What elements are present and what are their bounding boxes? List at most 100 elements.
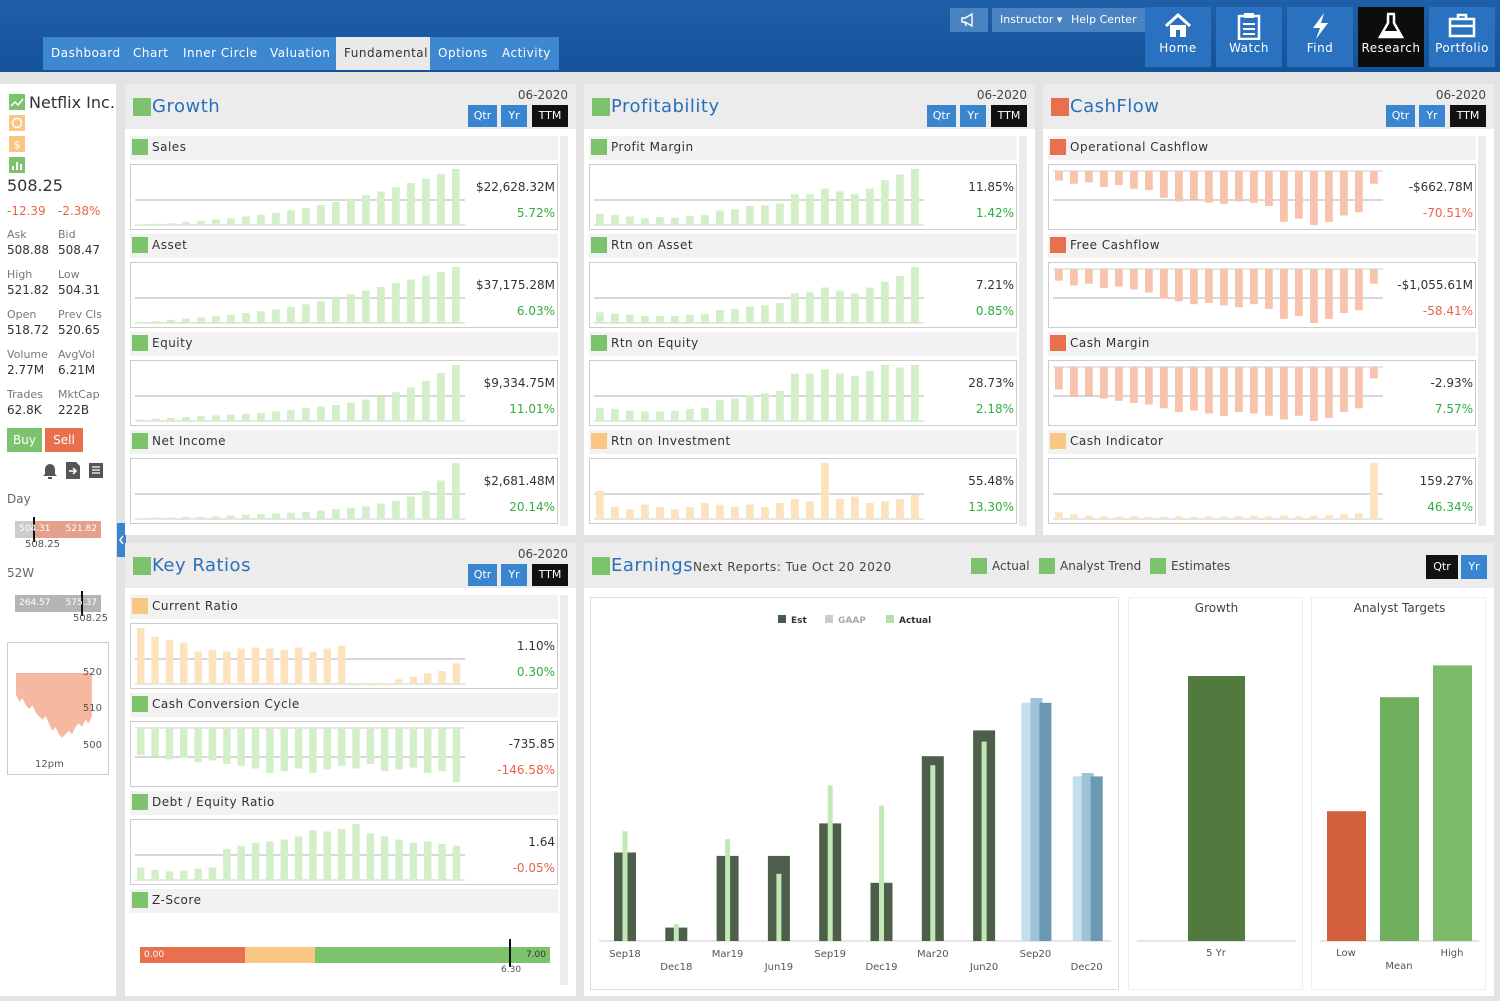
earnings-qtr-button[interactable]: Qtr [1426, 555, 1458, 579]
metric-cash-margin-chart[interactable] [1048, 360, 1476, 426]
metric-equity-header[interactable]: Equity [130, 332, 558, 356]
metric-rtn-on-equity-bar [866, 371, 874, 421]
key_ratios-ttm-button[interactable]: TTM [532, 564, 568, 586]
metric-operational-cashflow-header[interactable]: Operational Cashflow [1048, 136, 1476, 160]
cashflow-scrollbar[interactable] [1478, 136, 1486, 526]
profitability-ttm-button[interactable]: TTM [991, 105, 1027, 127]
metric-asset-header[interactable]: Asset [130, 234, 558, 258]
metric-rtn-on-equity-chart[interactable] [589, 360, 1017, 426]
caret-down-icon: ▾ [1056, 13, 1063, 26]
profitability-scrollbar[interactable] [1019, 136, 1027, 526]
metric-profit-margin-bar [761, 205, 769, 225]
notebook-icon[interactable] [88, 462, 104, 479]
metric-rtn-on-equity-bar [911, 365, 919, 421]
key_ratios-yr-button[interactable]: Yr [501, 564, 527, 586]
metric-rtn-on-asset-bar [746, 306, 754, 323]
cashflow-yr-button[interactable]: Yr [1419, 105, 1445, 127]
profitability-yr-button[interactable]: Yr [960, 105, 986, 127]
metric-cash-conversion-cycle-header[interactable]: Cash Conversion Cycle [130, 693, 558, 717]
growth-scrollbar[interactable] [560, 136, 568, 526]
metric-debt-equity-ratio-bar [409, 842, 418, 880]
tab-valuation[interactable]: Valuation [262, 37, 339, 70]
metric-cash-indicator-chart[interactable] [1048, 458, 1476, 524]
megaphone-button[interactable] [950, 8, 988, 32]
metric-equity-bar [272, 411, 280, 421]
metric-net-income-bar [137, 518, 145, 520]
metric-rtn-on-asset-chart[interactable] [589, 262, 1017, 328]
metric-operational-cashflow-chart[interactable] [1048, 164, 1476, 230]
metric-net-income-header[interactable]: Net Income [130, 430, 558, 454]
tab-inner-circle[interactable]: Inner Circle [175, 37, 266, 70]
metric-rtn-on-investment-bar [791, 499, 799, 519]
metric-cash-conversion-cycle-bar [395, 728, 403, 770]
metric-debt-equity-ratio-header[interactable]: Debt / Equity Ratio [130, 791, 558, 815]
dollar-icon[interactable]: $ [9, 136, 25, 152]
metric-rtn-on-investment-chart[interactable] [589, 458, 1017, 524]
earnings-yr-button[interactable]: Yr [1461, 555, 1487, 579]
metric-profit-margin-chart[interactable] [589, 164, 1017, 230]
tab-dashboard[interactable]: Dashboard [43, 37, 129, 70]
buy-button[interactable]: Buy [7, 428, 42, 452]
home-button[interactable]: Home [1145, 7, 1211, 67]
metric-z-score-header[interactable]: Z-Score [130, 889, 558, 913]
find-button[interactable]: Find [1287, 7, 1353, 67]
earn-x-tick: Mar19 [712, 949, 744, 960]
cashflow-ttm-button[interactable]: TTM [1450, 105, 1486, 127]
growth-qtr-button[interactable]: Qtr [468, 105, 497, 127]
metric-free-cashflow-header[interactable]: Free Cashflow [1048, 234, 1476, 258]
earn-actual-bar [673, 924, 679, 941]
metric-sales-header[interactable]: Sales [130, 136, 558, 160]
key_ratios-qtr-button[interactable]: Qtr [468, 564, 497, 586]
metric-cash-margin-header[interactable]: Cash Margin [1048, 332, 1476, 356]
profitability-qtr-button[interactable]: Qtr [927, 105, 956, 127]
mini-tick-500: 500 [82, 740, 102, 751]
metric-cash-indicator-header[interactable]: Cash Indicator [1048, 430, 1476, 454]
metric-rtn-on-investment-bar [776, 503, 784, 519]
tab-options[interactable]: Options [430, 37, 496, 70]
metric-equity-chart[interactable] [130, 360, 558, 426]
alert-bell-icon[interactable] [42, 462, 58, 480]
estimates-legend-label[interactable]: Estimates [1171, 559, 1231, 573]
metric-net-income-chart[interactable] [130, 458, 558, 524]
growth-yr-button[interactable]: Yr [501, 105, 527, 127]
key_ratios-square-icon [133, 557, 151, 575]
instructor-dropdown[interactable]: Instructor ▾ [992, 8, 1071, 32]
metric-rtn-on-investment-header[interactable]: Rtn on Investment [589, 430, 1017, 454]
chart-icon[interactable] [9, 94, 25, 110]
metric-current-ratio-icon [132, 598, 148, 614]
watch-button[interactable]: Watch [1216, 7, 1282, 67]
metric-free-cashflow-chart[interactable] [1048, 262, 1476, 328]
metric-current-ratio-chart[interactable] [130, 623, 558, 689]
metric-current-ratio-header[interactable]: Current Ratio [130, 595, 558, 619]
tab-activity[interactable]: Activity [494, 37, 559, 70]
collapse-panel-handle[interactable] [117, 523, 126, 557]
help-center-link[interactable]: Help Center [1063, 8, 1145, 32]
metric-sales-chart[interactable] [130, 164, 558, 230]
metric-cash-conversion-cycle-chart[interactable] [130, 721, 558, 787]
metric-cash-conversion-cycle-bar [165, 728, 174, 760]
actual-legend-label[interactable]: Actual [992, 559, 1030, 573]
metric-rtn-on-equity-bar [896, 367, 904, 421]
metric-profit-margin-bar [911, 169, 919, 225]
tab-fundamental[interactable]: Fundamental [336, 37, 436, 70]
bar-chart-icon[interactable] [9, 157, 25, 173]
key_ratios-scrollbar[interactable] [560, 595, 568, 985]
intraday-mini-chart[interactable]: 520 510 500 12pm [7, 642, 109, 775]
metric-asset-chart[interactable] [130, 262, 558, 328]
metric-rtn-on-asset-header[interactable]: Rtn on Asset [589, 234, 1017, 258]
metric-free-cashflow-bar [1250, 269, 1258, 305]
circle-icon[interactable] [9, 115, 25, 131]
metric-debt-equity-ratio-chart[interactable] [130, 819, 558, 885]
growth-ttm-button[interactable]: TTM [532, 105, 568, 127]
cashflow-qtr-button[interactable]: Qtr [1386, 105, 1415, 127]
analyst-trend-legend-label[interactable]: Analyst Trend [1060, 559, 1142, 573]
research-button[interactable]: Research [1358, 7, 1424, 67]
find-label: Find [1306, 41, 1334, 55]
metric-rtn-on-equity-header[interactable]: Rtn on Equity [589, 332, 1017, 356]
trade-document-icon[interactable] [65, 461, 81, 480]
portfolio-button[interactable]: Portfolio [1429, 7, 1495, 67]
metric-profit-margin-header[interactable]: Profit Margin [589, 136, 1017, 160]
tab-chart[interactable]: Chart [125, 37, 177, 70]
metric-cash-indicator-bar [1280, 515, 1288, 519]
sell-button[interactable]: Sell [45, 428, 83, 452]
